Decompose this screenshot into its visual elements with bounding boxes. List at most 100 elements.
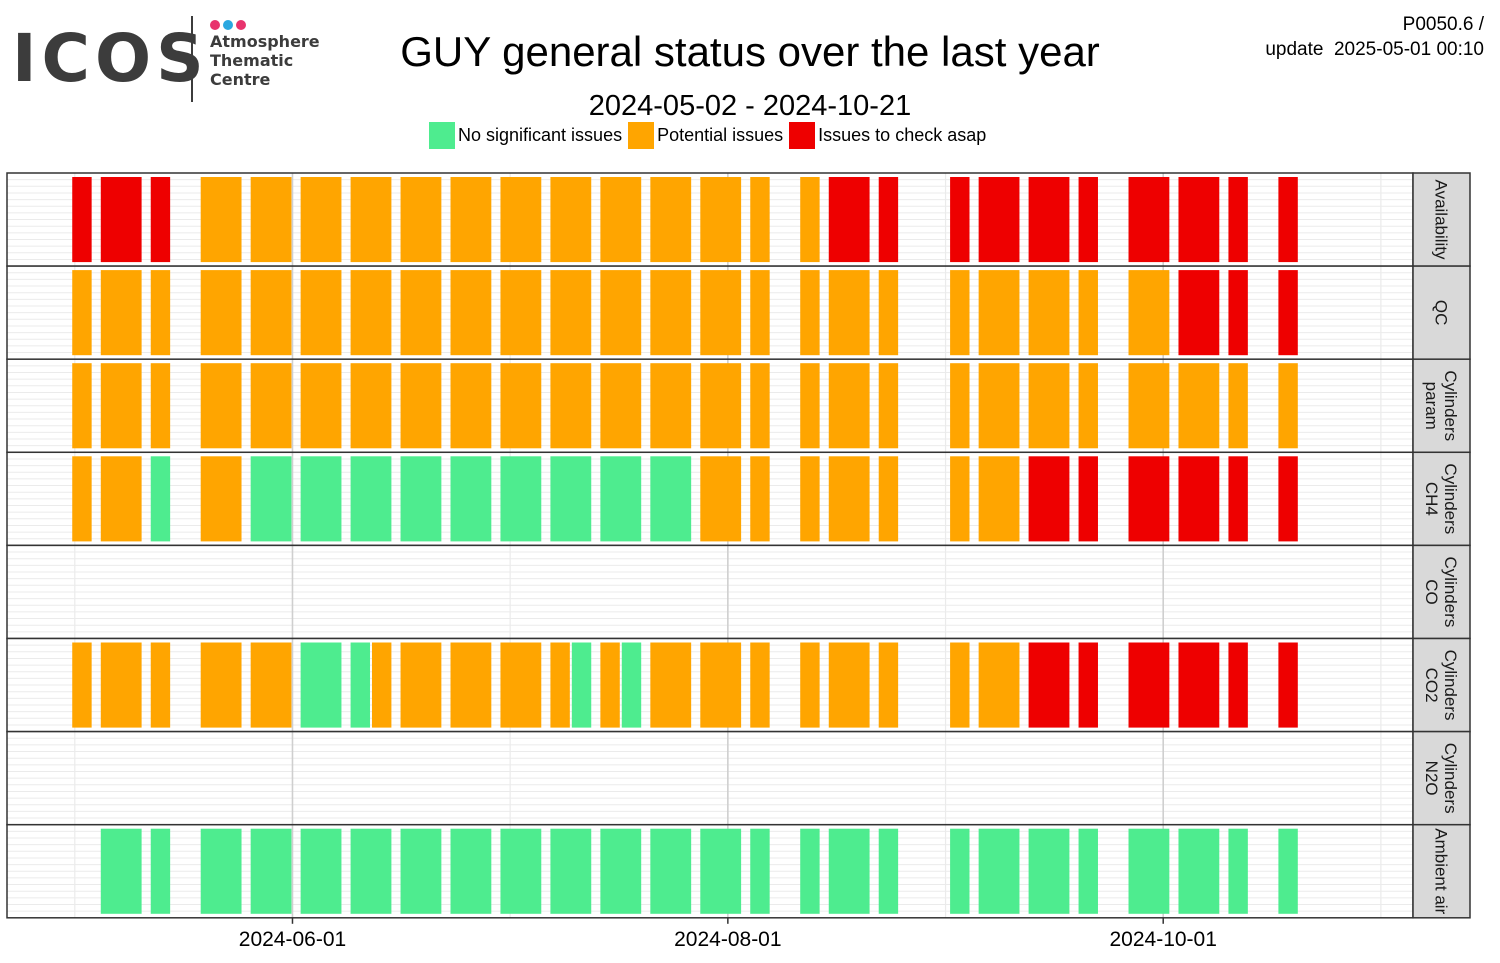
status-cell-warn [950, 363, 970, 449]
status-cell-bad [1178, 270, 1220, 356]
status-cell-warn [1128, 270, 1170, 356]
status-cell-warn [950, 456, 970, 542]
status-cell-warn [1028, 363, 1070, 449]
status-cell-warn [72, 642, 92, 728]
strip-label-line: CO2 [1422, 668, 1441, 703]
status-cell-warn [550, 363, 592, 449]
status-cell-bad [828, 177, 870, 263]
status-cell-warn [72, 363, 92, 449]
status-cell-warn [300, 177, 342, 263]
status-cell-ok [400, 828, 442, 914]
panel-strip-label: CylindersCH4 [1422, 463, 1460, 534]
strip-label-line: Cylinders [1441, 557, 1460, 628]
x-axis-tick-label: 2024-08-01 [674, 928, 781, 951]
status-cell-ok [550, 456, 592, 542]
status-cell-warn [150, 270, 171, 356]
status-cell-ok [828, 828, 870, 914]
status-cell-warn [550, 642, 570, 728]
status-cell-warn [350, 363, 392, 449]
panel-strip-label: QC [1432, 300, 1451, 326]
status-cell-warn [1178, 363, 1220, 449]
status-cell-warn [800, 456, 820, 542]
status-cell-bad [1178, 177, 1220, 263]
status-cell-warn [878, 456, 899, 542]
status-cell-warn [700, 456, 742, 542]
status-cell-ok [500, 456, 542, 542]
status-cell-warn [750, 456, 770, 542]
status-cell-bad [1178, 642, 1220, 728]
legend-label-warn: Potential issues [657, 124, 784, 145]
status-cell-warn [878, 270, 899, 356]
status-cell-warn [950, 642, 970, 728]
status-cell-warn [450, 363, 492, 449]
status-cell-ok [600, 828, 642, 914]
status-cell-warn [200, 177, 242, 263]
status-cell-warn [400, 642, 442, 728]
status-cell-bad [1278, 177, 1298, 263]
status-cell-warn [300, 363, 342, 449]
status-cell-ok [450, 456, 492, 542]
panel-strip [1412, 544, 1471, 640]
status-cell-warn [150, 363, 171, 449]
status-cell-bad [1228, 177, 1248, 263]
status-cell-ok [100, 828, 142, 914]
x-axis-tick-label: 2024-10-01 [1109, 928, 1216, 951]
status-cell-ok [450, 828, 492, 914]
strip-label-line: Cylinders [1441, 370, 1460, 441]
status-cell-ok [300, 828, 342, 914]
strip-label-line: Availability [1432, 180, 1451, 261]
panel-strip-label: CylindersCO [1422, 557, 1460, 628]
status-cell-bad [1178, 456, 1220, 542]
status-cell-warn [828, 642, 870, 728]
status-cell-warn [978, 363, 1020, 449]
status-cell-warn [1078, 363, 1098, 449]
status-cell-bad [1278, 270, 1298, 356]
status-cell-bad [1128, 642, 1170, 728]
status-cell-warn [700, 642, 742, 728]
status-cell-warn [200, 642, 242, 728]
status-cell-warn [72, 456, 92, 542]
status-cell-warn [300, 270, 342, 356]
status-cell-warn [800, 177, 820, 263]
panel-strip [1412, 730, 1471, 826]
status-cell-bad [1278, 456, 1298, 542]
panel-strip-label: CylindersN2O [1422, 743, 1460, 814]
status-cell-ok [1178, 828, 1220, 914]
chart-title: GUY general status over the last year [400, 28, 1100, 75]
panel-strip [1412, 823, 1471, 919]
status-cell-ok [350, 828, 392, 914]
status-cell-warn [150, 642, 171, 728]
status-cell-ok [300, 642, 342, 728]
status-cell-bad [1078, 177, 1098, 263]
panel-strip-label: Availability [1432, 180, 1451, 261]
status-cell-warn [828, 270, 870, 356]
legend-item-warn: Potential issues [628, 121, 784, 149]
status-cell-warn [250, 270, 292, 356]
status-cell-warn [250, 642, 292, 728]
status-cell-warn [878, 642, 899, 728]
status-cell-bad [1278, 642, 1298, 728]
panel-strip-label: Ambient air [1432, 828, 1451, 914]
status-cell-warn [100, 270, 142, 356]
logo-line-3: Centre [210, 70, 271, 89]
status-cell-warn [800, 270, 820, 356]
status-cell-warn [828, 456, 870, 542]
status-cell-warn [750, 177, 770, 263]
status-cell-ok [650, 828, 692, 914]
legend-swatch-bad [789, 121, 816, 149]
status-cell-bad [1028, 177, 1070, 263]
strip-label-line: param [1422, 382, 1441, 430]
version-label: P0050.6 / [1402, 14, 1484, 35]
status-cell-warn [650, 642, 692, 728]
status-cell-warn [750, 363, 770, 449]
status-cell-ok [621, 642, 642, 728]
strip-label-line: CH4 [1422, 482, 1441, 516]
status-cell-warn [100, 363, 142, 449]
status-cell-warn [650, 270, 692, 356]
status-cell-ok [250, 456, 292, 542]
status-cell-bad [978, 177, 1020, 263]
status-cell-bad [100, 177, 142, 263]
status-cell-warn [200, 456, 242, 542]
logo-divider [191, 16, 193, 102]
